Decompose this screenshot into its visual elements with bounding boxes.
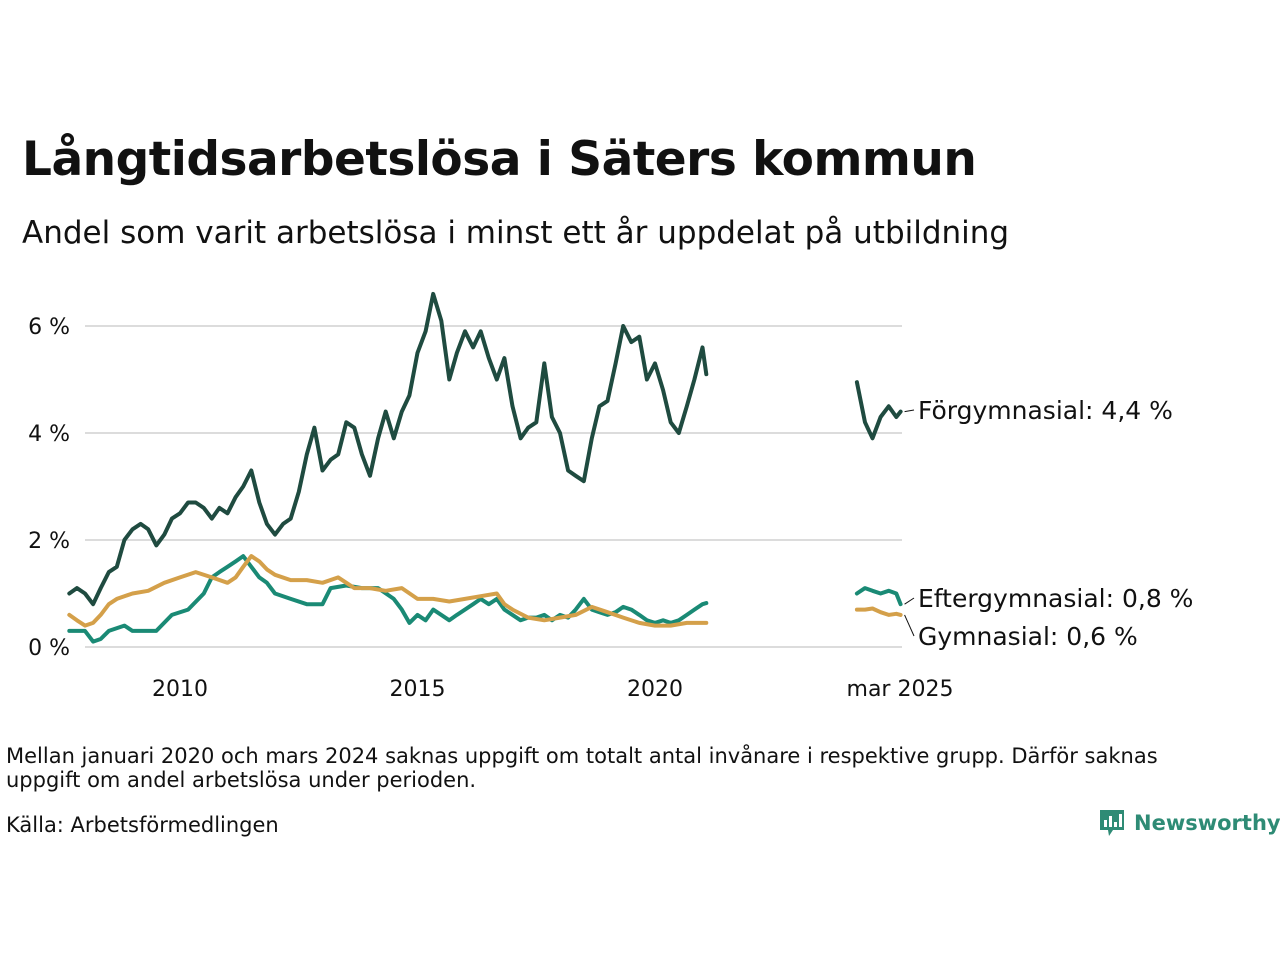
bar-chart-logo-icon xyxy=(1100,810,1124,836)
series-line-gymnasial xyxy=(67,554,709,628)
label-leader-line xyxy=(904,597,915,605)
label-leader-line xyxy=(904,409,915,413)
y-tick-label: 0 % xyxy=(28,636,70,661)
series-line-gymnasial xyxy=(854,606,903,617)
y-tick-label: 4 % xyxy=(28,422,70,447)
x-tick-label: 2010 xyxy=(152,677,208,702)
series-line-förgymnasial xyxy=(67,291,709,607)
x-tick-label: 2020 xyxy=(627,677,683,702)
series-line-eftergymnasial xyxy=(854,586,903,607)
series-line-förgymnasial xyxy=(854,380,903,441)
page-subtitle: Andel som varit arbetslösa i minst ett å… xyxy=(22,215,1010,251)
line-chart: 0 % 2 % 4 % 6 % 2010 2015 2020 mar 2025 Förgymna… xyxy=(28,291,1193,702)
label-leader-line xyxy=(904,614,915,637)
y-tick-label: 2 % xyxy=(28,529,70,554)
y-tick-label: 6 % xyxy=(28,315,70,340)
series-end-label: Eftergymnasial: 0,8 % xyxy=(918,584,1193,613)
series-end-label: Gymnasial: 0,6 % xyxy=(918,622,1138,651)
x-tick-label: 2015 xyxy=(390,677,446,702)
page-title: Långtidsarbetslösa i Säters kommun xyxy=(22,132,977,187)
x-tick-label: mar 2025 xyxy=(847,677,954,702)
series-end-label: Förgymnasial: 4,4 % xyxy=(918,396,1173,425)
brand-logo: Newsworthy xyxy=(1098,808,1280,838)
brand-name: Newsworthy xyxy=(1134,811,1280,835)
footnote: Mellan januari 2020 och mars 2024 saknas… xyxy=(6,744,1158,792)
series-line-eftergymnasial xyxy=(67,554,709,644)
source-text: Källa: Arbetsförmedlingen xyxy=(6,813,279,837)
